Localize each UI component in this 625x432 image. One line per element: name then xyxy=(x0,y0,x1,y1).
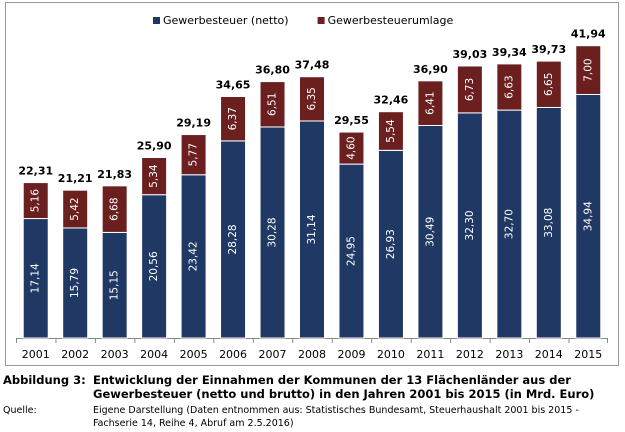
source-label: Quelle: xyxy=(3,405,37,416)
data-label-netto-2011: 30,49 xyxy=(424,217,436,247)
bar-umlage-2006 xyxy=(220,96,247,142)
x-tick-label-2010: 2010 xyxy=(377,348,405,361)
source-text: Eigene Darstellung (Daten entnommen aus:… xyxy=(93,405,579,429)
legend-swatch-1 xyxy=(153,17,160,24)
data-label-netto-2001: 17,14 xyxy=(30,263,42,293)
total-label-2002: 21,21 xyxy=(58,172,93,185)
data-label-umlage-2013: 6,63 xyxy=(503,75,515,98)
data-label-netto-2015: 34,94 xyxy=(582,201,594,231)
caption-label: Abbildung 3: xyxy=(3,373,86,387)
total-label-2011: 36,90 xyxy=(413,63,448,76)
data-label-netto-2009: 24,95 xyxy=(345,236,357,266)
data-label-netto-2007: 30,28 xyxy=(267,217,279,247)
bar-netto-2014 xyxy=(535,106,562,339)
total-label-2003: 21,83 xyxy=(97,168,132,181)
data-label-umlage-2014: 6,65 xyxy=(543,73,555,96)
bar-umlage-2001 xyxy=(22,182,49,220)
total-label-2006: 34,65 xyxy=(216,79,251,92)
x-tick-label-2004: 2004 xyxy=(140,348,168,361)
x-tick-label-2013: 2013 xyxy=(495,348,523,361)
legend-label-1: Gewerbesteuer (netto) xyxy=(163,14,289,27)
data-label-netto-2004: 20,56 xyxy=(148,251,160,281)
bar-umlage-2004 xyxy=(141,156,168,196)
bar-umlage-2015 xyxy=(575,45,602,95)
data-label-umlage-2009: 4,60 xyxy=(345,136,357,159)
bar-netto-2015 xyxy=(575,93,602,339)
stacked-bar-chart: Gewerbesteuer (netto) Gewerbesteuerumlage… xyxy=(16,14,608,361)
data-label-umlage-2003: 6,68 xyxy=(109,197,121,220)
x-tick-label-2006: 2006 xyxy=(219,348,247,361)
x-tick-label-2012: 2012 xyxy=(456,348,484,361)
total-label-2001: 22,31 xyxy=(18,165,53,178)
total-label-2009: 29,55 xyxy=(334,114,369,127)
bar-umlage-2013 xyxy=(496,63,523,111)
data-label-umlage-2015: 7,00 xyxy=(582,58,594,81)
data-label-umlage-2004: 5,34 xyxy=(148,164,160,188)
total-label-2008: 37,48 xyxy=(295,59,330,72)
x-tick-label-2005: 2005 xyxy=(180,348,208,361)
bar-netto-2001 xyxy=(22,218,49,339)
data-label-netto-2012: 32,30 xyxy=(464,210,476,240)
data-label-umlage-2008: 6,35 xyxy=(306,87,318,110)
x-tick-label-2003: 2003 xyxy=(101,348,129,361)
bar-umlage-2005 xyxy=(180,134,207,176)
data-label-netto-2008: 31,14 xyxy=(306,214,318,244)
x-tick-label-2011: 2011 xyxy=(416,348,444,361)
bar-umlage-2009 xyxy=(338,131,365,165)
bar-netto-2002 xyxy=(62,227,89,339)
total-label-2005: 29,19 xyxy=(176,117,211,130)
data-label-umlage-2006: 6,37 xyxy=(227,107,239,130)
data-label-umlage-2010: 5,54 xyxy=(385,119,397,143)
bar-umlage-2003 xyxy=(101,185,128,233)
bar-netto-2013 xyxy=(496,109,523,339)
bar-umlage-2012 xyxy=(456,65,483,114)
data-label-umlage-2005: 5,77 xyxy=(188,143,200,166)
x-tick-label-2014: 2014 xyxy=(535,348,563,361)
total-label-2004: 25,90 xyxy=(137,139,172,152)
data-label-netto-2003: 15,15 xyxy=(109,270,121,300)
bar-umlage-2010 xyxy=(377,111,404,151)
bar-umlage-2011 xyxy=(417,80,444,127)
bar-netto-2005 xyxy=(180,174,207,339)
total-label-2010: 32,46 xyxy=(374,94,409,107)
x-tick-label-2009: 2009 xyxy=(337,348,365,361)
data-label-netto-2010: 26,93 xyxy=(385,229,397,259)
bar-netto-2007 xyxy=(259,126,286,339)
caption-text: Entwicklung der Einnahmen der Kommunen d… xyxy=(93,373,595,401)
data-label-netto-2006: 28,28 xyxy=(227,224,239,254)
x-tick-label-2015: 2015 xyxy=(574,348,602,361)
total-label-2013: 39,34 xyxy=(492,46,527,59)
data-label-netto-2014: 33,08 xyxy=(543,208,555,238)
data-label-netto-2013: 32,70 xyxy=(503,209,515,239)
bar-umlage-2007 xyxy=(259,81,286,128)
chart-frame: Gewerbesteuer (netto) Gewerbesteuerumlage… xyxy=(5,2,619,366)
bar-umlage-2008 xyxy=(299,76,325,122)
data-label-umlage-2012: 6,73 xyxy=(464,78,476,101)
bar-netto-2004 xyxy=(141,194,168,339)
data-label-umlage-2002: 5,42 xyxy=(69,197,81,220)
bar-netto-2012 xyxy=(456,112,483,339)
bar-umlage-2014 xyxy=(535,60,562,108)
data-label-umlage-2001: 5,16 xyxy=(30,189,42,213)
x-tick-label-2002: 2002 xyxy=(61,348,89,361)
legend-swatch-2 xyxy=(317,17,325,24)
bar-netto-2003 xyxy=(101,231,128,339)
data-label-umlage-2011: 6,41 xyxy=(424,91,436,114)
x-tick-label-2001: 2001 xyxy=(22,348,50,361)
total-label-2007: 36,80 xyxy=(255,64,290,77)
x-tick-label-2007: 2007 xyxy=(259,348,287,361)
bar-netto-2006 xyxy=(220,140,247,339)
total-label-2015: 41,94 xyxy=(571,28,606,41)
legend-label-2: Gewerbesteuerumlage xyxy=(328,14,454,27)
data-label-netto-2005: 23,42 xyxy=(188,241,200,271)
bar-umlage-2002 xyxy=(62,189,89,229)
total-label-2012: 39,03 xyxy=(452,48,487,61)
data-label-netto-2002: 15,79 xyxy=(69,268,81,298)
total-label-2014: 39,73 xyxy=(531,43,566,56)
data-label-umlage-2007: 6,51 xyxy=(267,93,279,116)
x-tick-label-2008: 2008 xyxy=(298,348,326,361)
bar-netto-2009 xyxy=(338,163,365,339)
